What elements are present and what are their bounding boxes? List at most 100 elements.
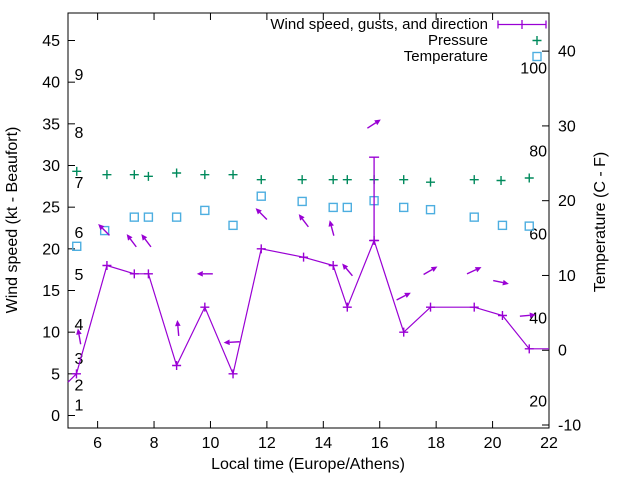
wind-direction-arrow-head (98, 224, 105, 231)
wind-direction-arrow-shaft (493, 279, 504, 284)
wind-direction-arrow-shaft (367, 122, 377, 129)
wind-point-marker (256, 244, 266, 254)
plot-border (67, 12, 550, 429)
left-y-tick-label: 40 (42, 75, 60, 92)
temperature-marker (469, 212, 479, 222)
temperature-marker (342, 202, 352, 213)
chart-dynamic-layer: 6 8 10 12 14 16 18 20 22051015202530354045-10010… (42, 12, 581, 452)
wind-point-marker (399, 327, 409, 337)
wind-direction-arrow-shaft (396, 294, 406, 301)
right-y-tick-label: -10 (558, 418, 581, 435)
wind-direction-arrow-head (474, 267, 482, 273)
beaufort-scale-label: 7 (75, 175, 84, 192)
temperature-marker (425, 204, 436, 215)
legend-pressure-label: Pressure (428, 32, 488, 49)
wind-direction-arrow-shaft (330, 225, 335, 236)
wind-point-marker (426, 302, 436, 312)
wind-direction-arrow-head (342, 263, 349, 270)
left-y-tick-label: 10 (42, 325, 60, 342)
fahrenheit-scale-label: 100 (520, 61, 547, 78)
wind-direction-arrow-shaft (423, 268, 433, 276)
wind-direction-arrow-head (430, 266, 438, 272)
wind-direction-arrow-head (223, 339, 230, 346)
pressure-marker (102, 170, 112, 180)
right-y-tick-label: 20 (558, 193, 576, 210)
wind-direction-arrow-head (404, 292, 411, 298)
wind-direction-arrow-head (255, 208, 262, 215)
temperature-marker (328, 202, 338, 213)
x-tick-label: 8 (150, 435, 159, 452)
fahrenheit-scale-label: 20 (529, 393, 547, 410)
wind-point-marker (71, 369, 81, 379)
temperature-marker (297, 196, 307, 207)
wind-direction-arrow-head (529, 312, 536, 319)
temperature-marker (171, 212, 182, 222)
left-y-tick-label: 0 (51, 408, 60, 425)
wind-direction-arrow-head (502, 279, 509, 286)
wind-point-marker (299, 252, 309, 262)
left-y-tick-label: 30 (42, 158, 60, 175)
temperature-marker (99, 225, 110, 236)
pressure-marker (469, 175, 479, 185)
temperature-marker (72, 241, 82, 251)
left-y-tick-label: 5 (51, 366, 60, 383)
legend-wind-sample (497, 20, 547, 29)
wind-direction-arrow-head (374, 119, 381, 126)
pressure-marker (256, 175, 266, 185)
x-tick-label: 20 (484, 435, 502, 452)
beaufort-scale-label: 4 (75, 317, 84, 334)
wind-point-marker (524, 344, 534, 354)
wind-direction-arrow-head (196, 271, 203, 277)
wind-direction-arrow-shaft (129, 238, 137, 248)
wind-speed-line (67, 238, 549, 383)
x-axis-title: Local time (Europe/Athens) (211, 456, 405, 473)
x-tick-label: 14 (314, 435, 332, 452)
pressure-marker (496, 176, 506, 185)
left-y-tick-label: 15 (42, 283, 60, 300)
x-tick-label: 6 (93, 435, 102, 452)
pressure-marker (72, 166, 82, 176)
wind-point-marker (469, 302, 479, 312)
right-y-tick-label: 30 (558, 118, 576, 135)
pressure-marker (172, 168, 182, 178)
legend-markers (497, 20, 547, 62)
wind-direction-arrow-head (76, 328, 82, 335)
left-y-tick-label: 25 (42, 200, 60, 217)
wind-direction-arrow-head (126, 234, 133, 241)
pressure-marker (200, 170, 210, 180)
wind-point-marker (497, 311, 507, 320)
wind-direction-arrow-head (175, 320, 181, 327)
temperature-marker (524, 221, 534, 231)
legend-temperature-sample (532, 51, 542, 62)
beaufort-scale-label: 5 (75, 267, 84, 284)
pressure-marker (328, 175, 338, 185)
wind-direction-arrow-head (328, 220, 334, 227)
wind-gust-errorbar (369, 156, 380, 242)
wind-direction-arrow-head (141, 234, 148, 241)
pressure-marker (342, 175, 352, 185)
wind-direction-arrow-shaft (519, 314, 530, 317)
wind-direction-arrow-shaft (144, 238, 152, 248)
x-tick-label: 16 (371, 435, 389, 452)
beaufort-scale-label: 9 (75, 67, 84, 84)
wind-direction-arrow-shaft (177, 325, 180, 337)
wind-direction-arrow-shaft (259, 211, 268, 220)
pressure-marker (524, 173, 534, 183)
right-y-tick-label: 10 (558, 268, 576, 285)
wind-point-marker (228, 369, 238, 379)
temperature-marker (143, 212, 154, 222)
x-tick-label: 10 (202, 435, 220, 452)
pressure-marker (143, 171, 153, 181)
left-y-axis-title: Wind speed (kt - Beaufort) (4, 127, 21, 314)
temperature-marker (497, 220, 508, 231)
wind-point-marker (102, 261, 112, 270)
wind-point-marker (200, 302, 210, 312)
right-y-tick-label: 0 (558, 343, 567, 360)
wind-point-marker (129, 269, 139, 279)
fahrenheit-scale-label: 80 (529, 144, 547, 161)
wind-direction-arrow-shaft (78, 334, 82, 345)
pressure-marker (228, 170, 238, 180)
right-y-tick-label: 40 (558, 44, 576, 61)
